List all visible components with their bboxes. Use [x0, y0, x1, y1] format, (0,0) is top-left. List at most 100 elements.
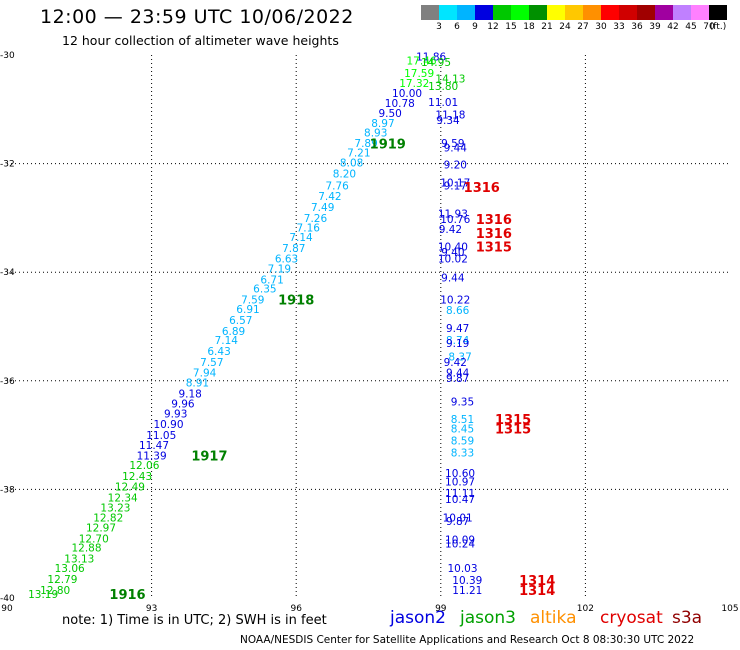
x-tick-label: 90	[1, 604, 13, 614]
swh-label: 14.13	[435, 73, 465, 85]
swh-label: 12.34	[108, 493, 138, 505]
swh-label: 17.46	[406, 55, 436, 67]
swh-label: 10.76	[440, 214, 470, 226]
swh-label: 10.90	[153, 419, 183, 431]
y-tick-label: -34	[0, 268, 15, 278]
legend-label: 6	[454, 22, 460, 32]
legend-swatch	[691, 5, 709, 20]
legend-label: 21	[541, 22, 553, 32]
y-tick-label: -30	[0, 51, 15, 61]
legend-swatch	[673, 5, 691, 20]
legend-labels: 3 6 9 12 15 18 21 24 27 30 33 36 39 42 45 70 (ft.)	[421, 20, 740, 34]
pass-time-label: 1314	[519, 584, 555, 599]
swh-label: 7.42	[318, 191, 341, 203]
swh-label: 13.13	[64, 553, 94, 565]
legend-label: 12	[487, 22, 499, 32]
pass-time-label: 1316	[476, 213, 512, 228]
swh-label: 9.47	[446, 323, 469, 335]
legend-label: 45	[685, 22, 697, 32]
swh-label: 7.89	[354, 138, 377, 150]
mission-label-cryosat: cryosat	[600, 608, 663, 628]
legend-swatch	[655, 5, 673, 20]
swh-label: 12.43	[122, 471, 152, 483]
swh-label: 11.86	[416, 52, 446, 64]
y-tick-label: -32	[0, 160, 15, 170]
swh-label: 11.93	[438, 209, 468, 221]
swh-label: 12.49	[115, 482, 145, 494]
legend-swatch	[421, 5, 439, 20]
legend-swatch	[457, 5, 475, 20]
swh-label: 6.89	[222, 326, 245, 338]
swh-label: 7.57	[200, 357, 223, 369]
swh-label: 9.34	[436, 115, 460, 127]
chart-title: 12:00 — 23:59 UTC 10/06/2022	[40, 6, 354, 28]
swh-label: 9.96	[171, 399, 195, 411]
swh-label: 11.05	[146, 430, 176, 442]
swh-label: 13.19	[28, 589, 58, 601]
swh-label: 10.01	[443, 513, 473, 525]
color-legend: 3 6 9 12 15 18 21 24 27 30 33 36 39 42 45 70 (ft.)	[421, 5, 740, 34]
x-tick-label: 93	[146, 604, 157, 614]
swh-label: 10.22	[440, 294, 470, 306]
swh-label: 6.35	[253, 283, 276, 295]
swh-label: 10.60	[445, 468, 475, 480]
legend-swatch	[475, 5, 493, 20]
legend-label: 33	[613, 22, 625, 32]
footer-credit: NOAA/NESDIS Center for Satellite Applica…	[240, 634, 695, 646]
legend-label: 18	[523, 22, 535, 32]
swh-label: 9.87	[446, 373, 469, 385]
swh-label: 10.17	[440, 178, 470, 190]
swh-label: 12.79	[47, 574, 77, 586]
chart-subtitle: 12 hour collection of altimeter wave hei…	[62, 33, 339, 48]
mission-label-jason2: jason2	[390, 608, 446, 628]
swh-label: 6.71	[260, 274, 283, 286]
swh-label: 12.70	[79, 533, 109, 545]
swh-label: 6.57	[229, 315, 252, 327]
pass-time-label: 1315	[476, 241, 512, 256]
swh-label: 8.20	[333, 168, 356, 180]
swh-label: 7.59	[241, 294, 264, 306]
swh-label: 9.19	[446, 338, 469, 350]
x-tick-label: 99	[435, 604, 447, 614]
swh-label: 8.33	[451, 447, 474, 459]
swh-label: 11.39	[137, 451, 167, 463]
swh-label: 9.93	[164, 408, 187, 420]
legend-swatch	[439, 5, 457, 20]
legend-label: 39	[649, 22, 661, 32]
swh-label: 12.88	[71, 543, 101, 555]
pass-time-label: 1919	[370, 138, 406, 153]
legend-swatch	[583, 5, 601, 20]
swh-label: 8.74	[446, 335, 470, 347]
swh-label: 7.49	[311, 202, 334, 214]
swh-label: 8.08	[340, 158, 363, 170]
legend-label: 24	[559, 22, 571, 32]
legend-label: 3	[436, 22, 442, 32]
legend-swatch	[637, 5, 655, 20]
swh-label: 9.35	[451, 396, 474, 408]
swh-label: 9.50	[378, 108, 401, 120]
legend-swatch	[565, 5, 583, 20]
swh-label: 6.91	[236, 304, 259, 316]
swh-label: 9.20	[444, 160, 467, 172]
swh-label: 10.97	[445, 476, 475, 488]
legend-swatch	[601, 5, 619, 20]
swh-label: 12.80	[40, 585, 70, 597]
swh-label: 9.44	[441, 273, 465, 285]
legend-label: (ft.)	[709, 22, 727, 32]
x-tick-label: 105	[721, 604, 738, 614]
y-tick-label: -36	[0, 377, 15, 387]
swh-label: 7.16	[297, 223, 321, 235]
swh-label: 9.17	[444, 180, 467, 192]
swh-label: 8.66	[446, 305, 470, 317]
legend-label: 36	[631, 22, 643, 32]
swh-label: 9.44	[444, 142, 468, 154]
swh-label: 9.87	[446, 516, 469, 528]
swh-label: 10.24	[445, 539, 475, 551]
swh-label: 11.18	[435, 110, 465, 122]
legend-swatches	[421, 5, 740, 20]
y-tick-label: -40	[0, 594, 15, 604]
swh-label: 7.26	[304, 213, 328, 225]
swh-label: 9.40	[441, 247, 464, 259]
pass-time-label: 1916	[109, 588, 145, 603]
